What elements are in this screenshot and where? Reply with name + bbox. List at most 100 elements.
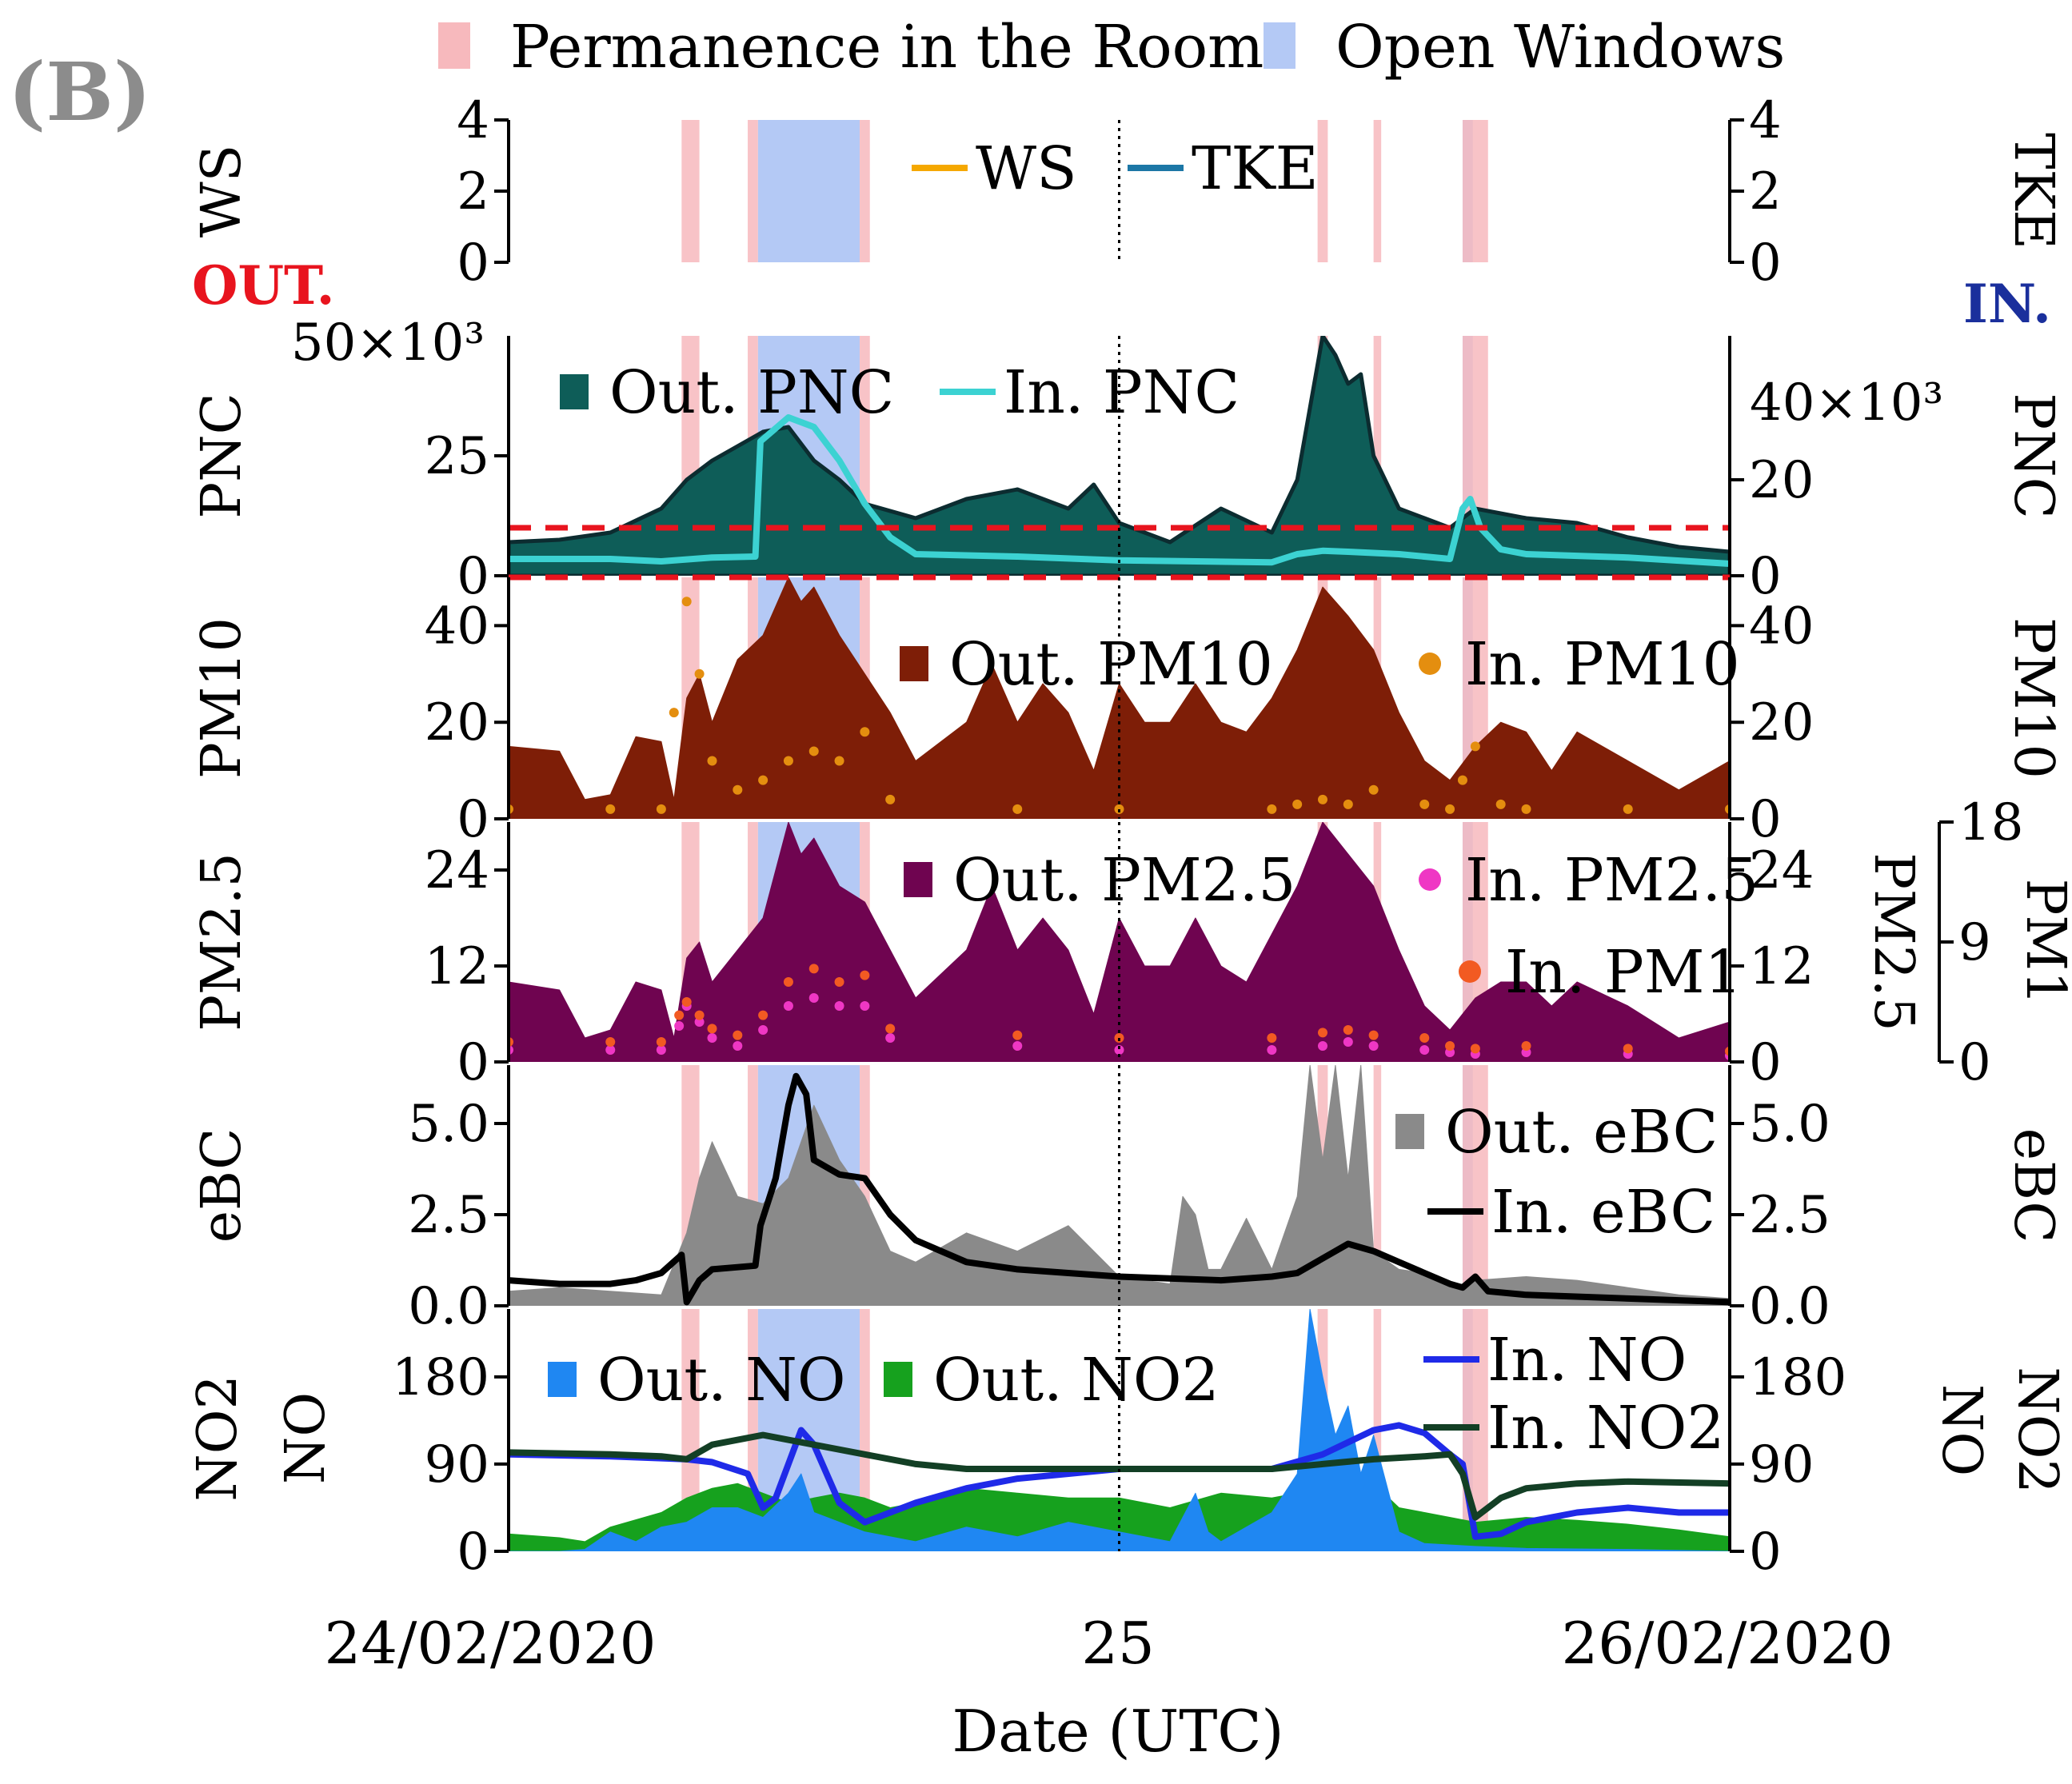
series-in-pm2-5-point [758, 1025, 769, 1035]
left-tick-label: 12 [425, 937, 489, 996]
right-axis-title: TKE [2002, 133, 2065, 249]
legend-label: Out. NO [597, 1346, 846, 1415]
legend-swatch [548, 1362, 577, 1397]
series-in-pm2-5-point [1267, 1045, 1277, 1055]
legend-label: Out. PM10 [949, 630, 1273, 699]
series-in-pm1-point [1267, 1033, 1277, 1043]
series-in-pm10-point [1419, 799, 1430, 809]
series-in-pm10-point [808, 746, 819, 756]
series-in-pm2-5-point [834, 1001, 844, 1011]
legend-label-permanence: Permanence in the Room [510, 13, 1264, 82]
right-tick-label: 90 [1749, 1435, 1814, 1495]
series-in-pm10-point [1343, 799, 1353, 809]
legend-label: In. NO2 [1487, 1394, 1724, 1463]
series-in-pm2-5-point [1419, 1045, 1430, 1055]
pm1-tick-label: 9 [1958, 913, 1991, 972]
left-axis-title-no2: NO2 [186, 1375, 250, 1502]
left-tick-label: 0 [457, 547, 489, 606]
series-in-pm10-point [681, 597, 692, 607]
series-in-pm10-point [605, 804, 616, 814]
right-tick-label: 0 [1749, 1033, 1782, 1092]
legend-swatch-permanence [438, 22, 470, 69]
right-tick-label: 0.0 [1749, 1277, 1830, 1336]
right-tick-label: 2.5 [1749, 1186, 1830, 1245]
series-in-pm10-point [1470, 741, 1480, 752]
series-out-no [509, 1309, 1730, 1551]
legend-label: Out. PNC [609, 358, 894, 427]
series-in-pm2-5-point [1368, 1041, 1379, 1051]
series-in-pm10-point [1318, 794, 1327, 804]
series-in-pm10-point [885, 794, 896, 804]
series-in-pm10-point [733, 784, 743, 795]
right-tick-label: 2 [1749, 162, 1782, 222]
left-axis-title-no: NO [274, 1392, 337, 1484]
panel-letter: (B) [8, 45, 151, 139]
series-in-pm1-point [1368, 1030, 1379, 1040]
left-axis-title: PNC [190, 393, 254, 518]
series-out-pnc [509, 336, 1730, 576]
left-multiplier: 50×10³ [291, 313, 485, 373]
series-in-pm10-point [1012, 804, 1023, 814]
right-tick-label: 0 [1749, 790, 1782, 849]
left-axis-title: eBC [190, 1128, 254, 1243]
series-in-pm10-point [1445, 804, 1455, 814]
left-tick-label: 180 [392, 1348, 489, 1407]
panel-pm10: 0 20 40 0 20 40 PM10 PM10 Out. PM10 In. PM10 [190, 574, 2065, 849]
series-in-pm10-point [834, 756, 844, 766]
series-in-pm1-point [694, 1010, 705, 1020]
legend-label: TKE [1192, 134, 1319, 203]
series-in-pm2-5-point [808, 993, 819, 1003]
indoor-axis-label: IN. [1963, 273, 2051, 335]
series-in-pm1-point [707, 1024, 717, 1034]
series-in-pm10-point [1457, 775, 1467, 785]
series-in-pm10-point [1292, 799, 1303, 809]
series-in-pm10-point [758, 775, 769, 785]
series-in-pm1-point [1343, 1025, 1353, 1035]
legend-swatch [1459, 960, 1481, 983]
permanence-band [860, 1309, 870, 1551]
left-tick-label: 25 [425, 427, 489, 486]
series-in-pm10-point [1368, 784, 1379, 795]
series-in-pm1-point [808, 964, 819, 974]
legend-swatch [1419, 653, 1441, 675]
series-in-pm2-5-point [1114, 1045, 1124, 1055]
series-in-pm10-point [694, 669, 705, 679]
series-in-pm1-point [674, 1010, 685, 1020]
right-tick-label: 40 [1749, 597, 1814, 656]
panel-ws_tke: 0 2 4 0 2 4 WS TKE WS TKE [190, 91, 2065, 293]
series-in-pm1-point [1318, 1028, 1327, 1038]
legend-label: In. PM2.5 [1465, 846, 1759, 915]
series-in-pm1-point [656, 1037, 666, 1047]
permanence-band [860, 120, 870, 262]
series-in-pm1-point [885, 1024, 896, 1034]
series-in-pm10-point [783, 756, 793, 766]
right-tick-label: 0 [1749, 1523, 1782, 1582]
legend-swatch [900, 646, 928, 681]
series-in-pm1-point [1419, 1033, 1430, 1043]
right-multiplier: 40×10³ [1750, 373, 1943, 433]
permanence-band [1317, 120, 1328, 262]
right-tick-label: 0 [1749, 233, 1782, 293]
x-tick-label: 25 [1081, 1610, 1155, 1677]
left-tick-label: 0 [457, 233, 489, 293]
left-tick-label: 24 [425, 841, 489, 900]
left-tick-label: 0.0 [408, 1277, 489, 1336]
right-tick-label: 180 [1749, 1348, 1846, 1407]
legend-label: In. PNC [1004, 358, 1240, 427]
left-tick-label: 2 [457, 162, 489, 222]
pm1-tick-label: 0 [1958, 1033, 1991, 1092]
left-tick-label: 40 [425, 597, 489, 656]
legend-label: In. NO [1487, 1326, 1687, 1395]
series-in-pm1-point [783, 977, 793, 987]
left-tick-label: 90 [425, 1435, 489, 1495]
right-tick-label: 20 [1749, 693, 1814, 752]
series-group [509, 1309, 1730, 1551]
outdoor-axis-label: OUT. [192, 254, 335, 317]
series-in-pm1-point [681, 997, 692, 1007]
left-tick-label: 2.5 [408, 1186, 489, 1245]
right-tick-label: 0 [1749, 547, 1782, 606]
x-axis-title: Date (UTC) [952, 1698, 1284, 1765]
x-tick-label: 26/02/2020 [1562, 1610, 1894, 1677]
series-in-pm2-5-point [707, 1033, 717, 1043]
